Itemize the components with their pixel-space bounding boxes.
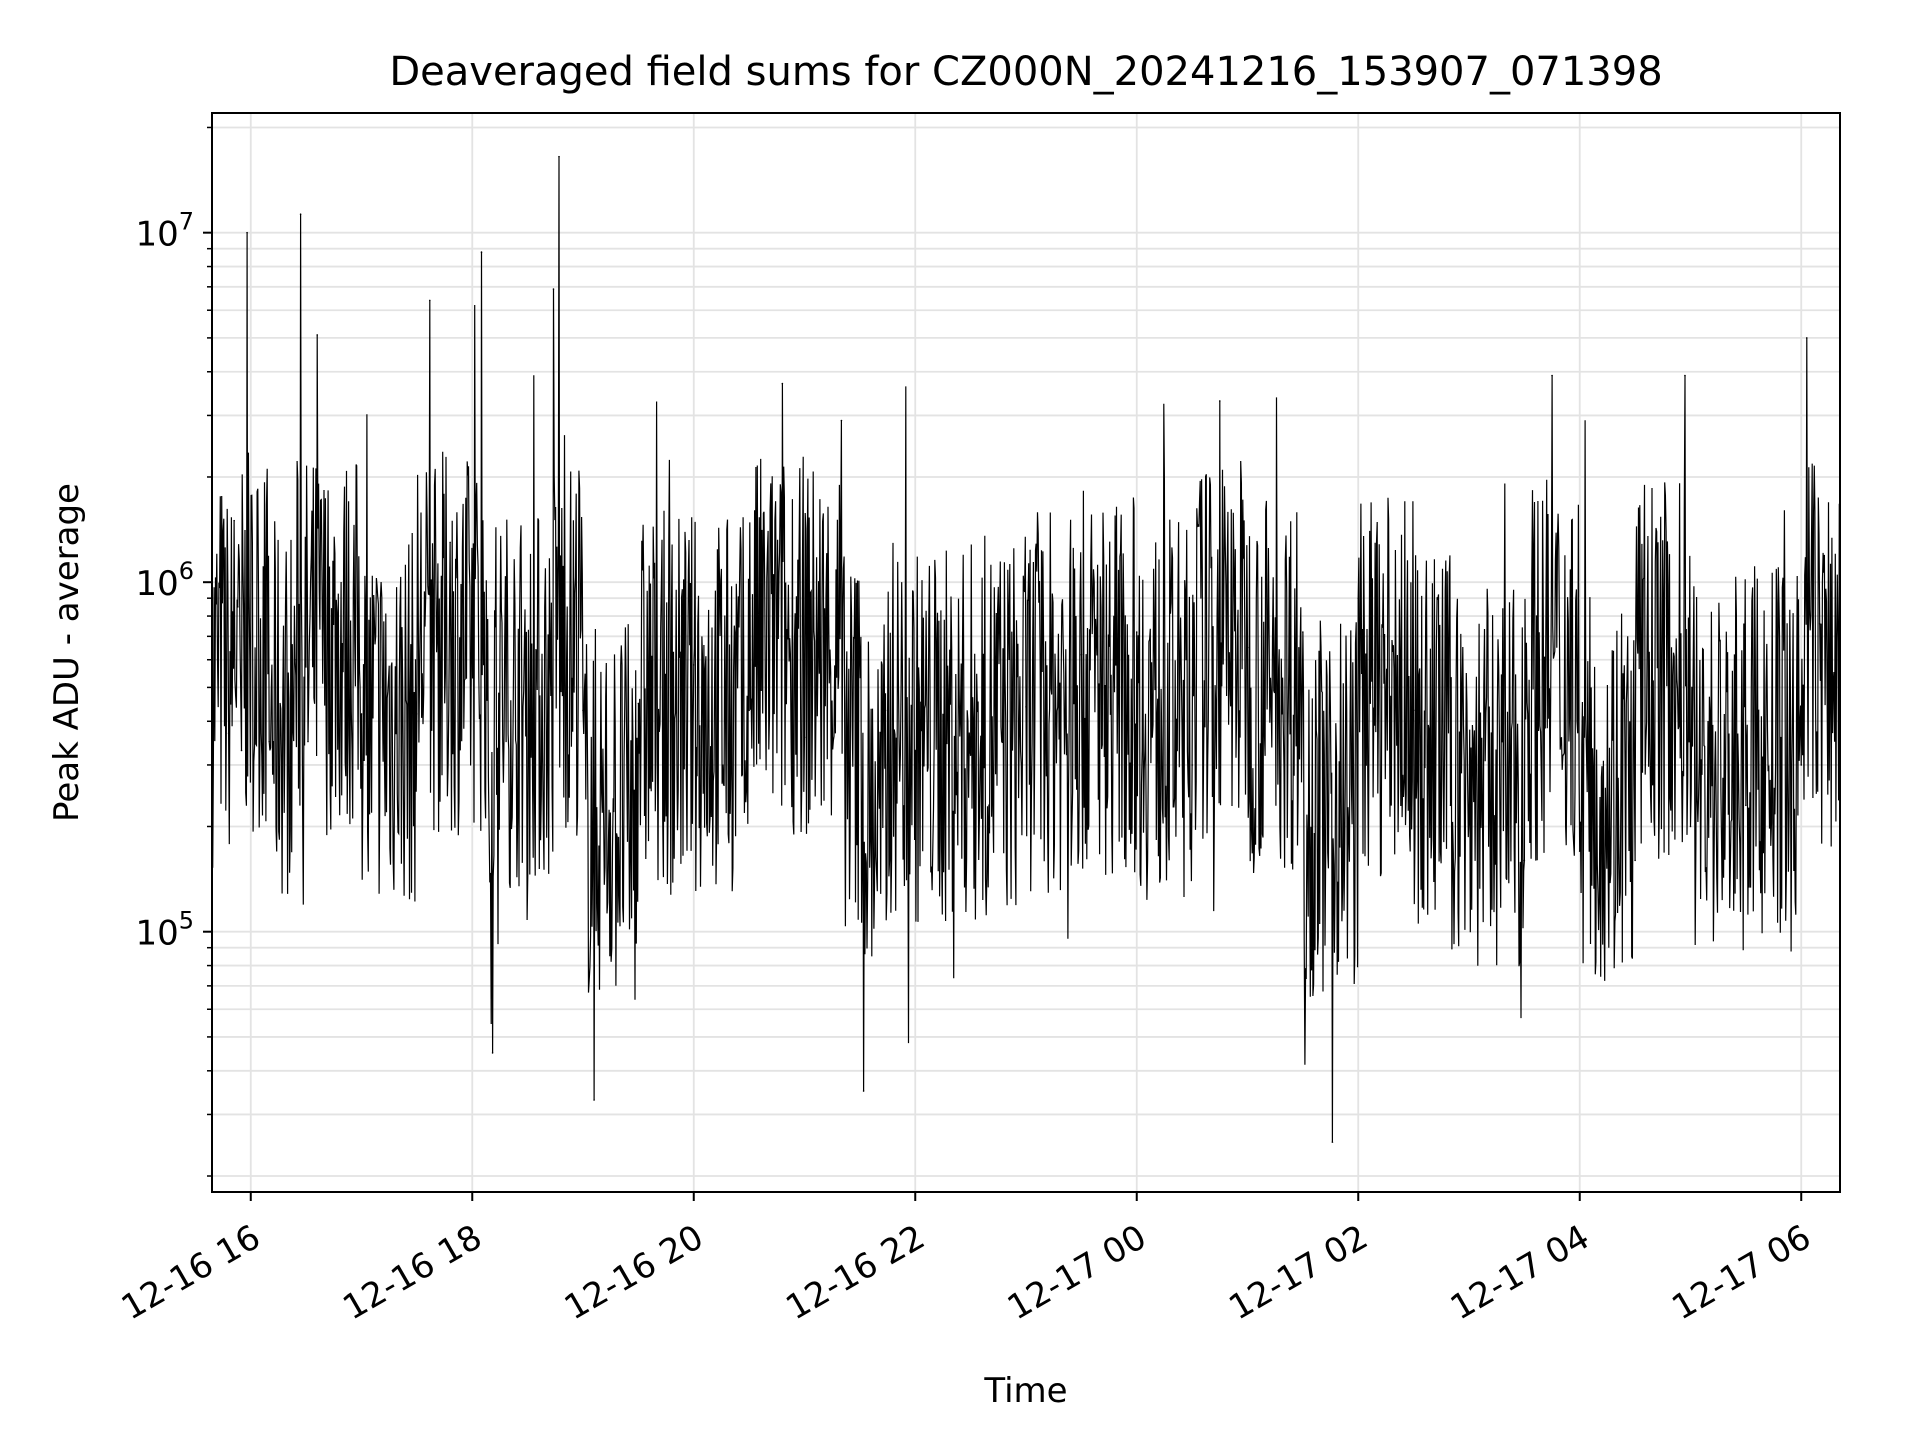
data-point [692, 664, 695, 666]
data-point [593, 1099, 595, 1101]
y-tick-label: 106 [135, 557, 194, 604]
data-point [969, 754, 972, 756]
data-point [1412, 709, 1415, 712]
data-point [227, 732, 230, 734]
data-point [1302, 631, 1304, 633]
data-point [803, 736, 806, 739]
y-axis-label: Peak ADU - average [47, 483, 87, 822]
data-point [294, 658, 296, 661]
data-point [237, 606, 239, 608]
y-tick-label-base: 10 [135, 215, 178, 255]
data-point [1551, 374, 1553, 377]
data-point [246, 231, 248, 234]
data-point [1246, 646, 1249, 649]
data-point [360, 713, 363, 715]
data-point [914, 749, 917, 752]
chart-title: Deaveraged field sums for CZ000N_2024121… [389, 49, 1662, 95]
data-point [1745, 804, 1747, 807]
data-point [233, 519, 235, 522]
data-point [449, 541, 451, 544]
data-point [1191, 764, 1193, 766]
data-point [637, 702, 640, 705]
data-point [480, 251, 483, 253]
data-point [1135, 631, 1138, 633]
data-point [1818, 623, 1821, 625]
data-point [1357, 597, 1360, 599]
data-point [307, 740, 309, 743]
data-point [552, 288, 555, 290]
data-point [1080, 653, 1083, 656]
data-point [216, 658, 219, 661]
data-point [1578, 850, 1581, 852]
data-point [1025, 706, 1027, 708]
data-point [416, 713, 418, 715]
data-point [491, 1052, 494, 1054]
data-point [299, 213, 302, 215]
data-point [316, 334, 319, 336]
data-point [1523, 859, 1526, 862]
data-point [748, 709, 750, 712]
data-point [582, 709, 584, 712]
series-line [211, 156, 1841, 1143]
series-layer [211, 155, 1841, 1143]
plot-frame [211, 112, 1841, 1193]
data-point [1634, 859, 1636, 862]
data-point [862, 1090, 865, 1092]
data-point [840, 419, 843, 422]
data-point [486, 699, 488, 701]
y-tick-label: 107 [135, 208, 194, 255]
y-tick-label: 105 [135, 907, 194, 954]
data-point [429, 299, 431, 302]
y-tick-label-exponent: 5 [179, 907, 194, 935]
data-point [558, 155, 560, 158]
data-point [1689, 825, 1692, 828]
y-tick-label-exponent: 6 [179, 557, 194, 585]
data-point [1800, 764, 1803, 766]
data-point [1331, 1141, 1334, 1143]
data-point [222, 530, 224, 532]
data-point [886, 709, 889, 712]
data-point [268, 740, 271, 743]
y-tick-label-base: 10 [135, 914, 178, 954]
data-point [240, 749, 243, 752]
y-tick-label-exponent: 7 [179, 208, 194, 236]
x-axis-label: Time [983, 1371, 1067, 1411]
data-point [1684, 374, 1686, 377]
data-point [781, 382, 784, 385]
data-point [1468, 818, 1470, 820]
data-point [1219, 400, 1221, 402]
y-tick-label-base: 10 [135, 564, 178, 604]
data-point [1805, 337, 1808, 339]
data-point [1449, 804, 1452, 807]
